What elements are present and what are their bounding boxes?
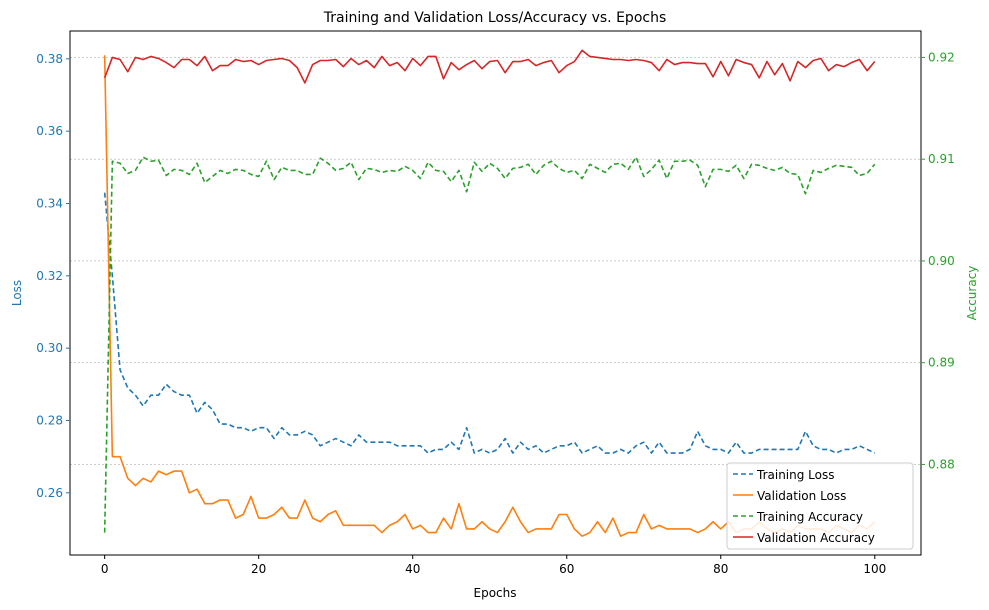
y-right-tick-label: 0.92 [928, 50, 955, 64]
y-right-tick-label: 0.90 [928, 254, 955, 268]
legend-box [726, 462, 914, 550]
x-tick-label: 80 [713, 562, 728, 576]
y-left-tick-label: 0.34 [36, 196, 63, 210]
x-tick-label: 60 [559, 562, 574, 576]
legend-label-validation-loss: Validation Loss [757, 489, 846, 503]
legend: Training Loss Validation Loss Training A… [726, 462, 914, 550]
series-line-training-loss [103, 192, 876, 454]
series-line-training-accuracy [103, 156, 876, 533]
x-tick-label: 40 [405, 562, 420, 576]
y-left-tick-label: 0.28 [36, 413, 63, 427]
chart-title: Training and Validation Loss/Accuracy vs… [323, 10, 667, 26]
y-axis-left-label: Loss [10, 280, 24, 306]
y-axis-right-label: Accuracy [965, 266, 979, 321]
y-axis-right: 0.88 0.89 0.90 0.91 0.92 [921, 50, 955, 471]
x-tick-label: 20 [251, 562, 266, 576]
x-tick-label: 0 [101, 562, 109, 576]
y-left-tick-label: 0.36 [36, 124, 63, 138]
legend-label-training-loss: Training Loss [756, 468, 834, 482]
x-tick-label: 100 [863, 562, 886, 576]
axes-frame [69, 30, 922, 556]
y-right-tick-label: 0.91 [928, 152, 955, 166]
y-left-tick-label: 0.26 [36, 486, 63, 500]
legend-label-validation-accuracy: Validation Accuracy [757, 531, 875, 545]
series-line-validation-accuracy [103, 49, 876, 84]
y-left-tick-label: 0.30 [36, 341, 63, 355]
y-left-tick-label: 0.38 [36, 52, 63, 66]
y-right-tick-label: 0.88 [928, 457, 955, 471]
y-axis-left: 0.26 0.28 0.30 0.32 0.34 0.36 0.38 [36, 52, 70, 500]
x-axis: 0 20 40 60 80 100 [101, 555, 886, 576]
legend-label-training-accuracy: Training Accuracy [756, 510, 863, 524]
y-right-tick-label: 0.89 [928, 356, 955, 370]
x-axis-label: Epochs [474, 586, 517, 600]
y-left-tick-label: 0.32 [36, 269, 63, 283]
